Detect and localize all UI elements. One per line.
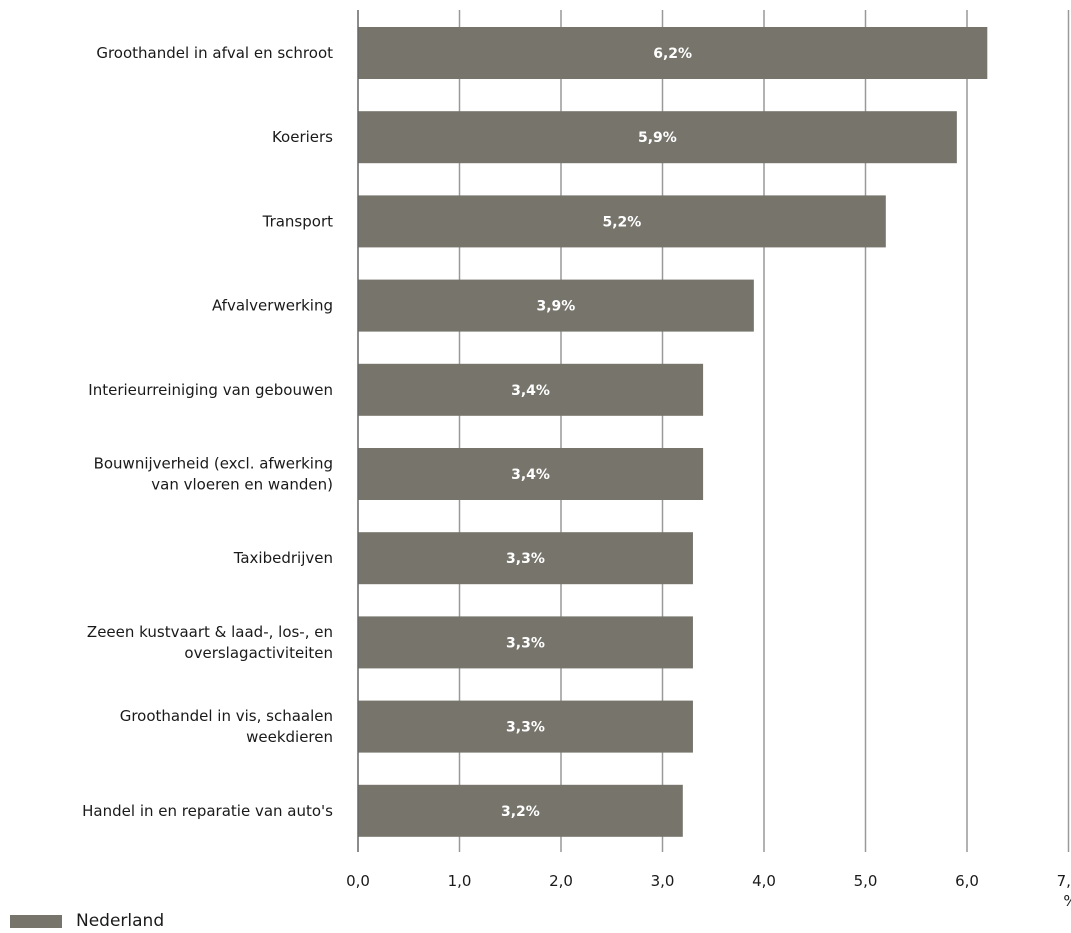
x-tick-label: 2,0 [549,872,573,890]
x-tick-label: 7,0 [1057,872,1071,890]
data-label: 3,3% [506,720,545,736]
data-label: 3,2% [501,804,540,820]
category-label: Transport [262,212,334,230]
data-label: 3,3% [506,551,545,567]
x-tick-label: 6,0 [955,872,979,890]
bar-chart: 6,2% 5,9% 5,2% 3,9% 3,4% 3,4% 3,3% 3,3% 3,3% 3,2%… [0,0,1071,910]
x-tick-label: 3,0 [651,872,675,890]
legend: Nederland [10,911,164,931]
x-tick-label: 4,0 [752,872,776,890]
data-label: 5,9% [638,130,677,146]
x-unit-label: % [1063,892,1071,910]
x-tick-label: 5,0 [854,872,878,890]
category-label: Bouwnijverheid (excl. afwerking van vloer… [94,455,333,494]
data-label: 3,4% [511,467,550,483]
data-label: 3,3% [506,635,545,651]
category-label: Taxibedrijven [233,549,333,567]
category-label: Groothandel in vis, schaalen weekdieren [120,707,333,746]
legend-swatch [10,915,62,928]
data-label: 3,9% [537,299,576,315]
x-tick-label: 1,0 [448,872,472,890]
legend-label: Nederland [76,911,164,931]
category-label: Handel in en reparatie van auto's [82,802,333,820]
category-label: Koeriers [272,128,333,146]
category-label: Interieurreiniging van gebouwen [88,381,333,399]
data-label: 5,2% [602,214,641,230]
category-label: Zeeen kustvaart & laad-, los-, en oversla… [87,623,333,662]
category-label: Groothandel in afval en schroot [96,44,333,62]
x-tick-label: 0,0 [346,872,370,890]
data-label: 6,2% [653,46,692,62]
data-label: 3,4% [511,383,550,399]
category-label: Afvalverwerking [212,297,333,315]
